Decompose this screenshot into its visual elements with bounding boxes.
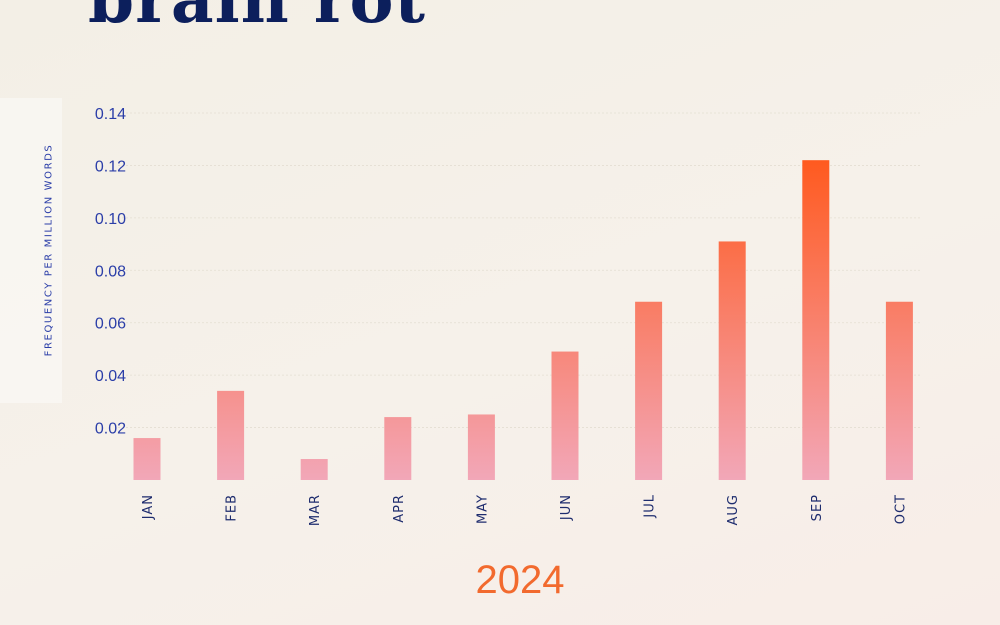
grid-lines	[118, 112, 920, 428]
bar-aug	[718, 241, 746, 480]
x-tick-label-feb: FEB	[225, 494, 240, 522]
bar-jun	[551, 351, 579, 480]
x-axis-label-year: 2024	[475, 558, 565, 602]
y-tick-label: 0.12	[95, 158, 126, 175]
bar-apr	[384, 417, 412, 480]
y-tick-label: 0.14	[95, 106, 126, 123]
x-tick-label-may: MAY	[475, 494, 490, 524]
x-tick-label-jan: JAN	[141, 494, 156, 520]
x-tick-label-jul: JUL	[643, 494, 658, 519]
x-tick-label-apr: APR	[392, 494, 407, 523]
y-tick-label: 0.04	[95, 368, 126, 385]
bar-oct	[885, 301, 913, 480]
bar-may	[467, 414, 495, 480]
x-tick-label-oct: OCT	[893, 494, 908, 524]
y-tick-label: 0.06	[95, 316, 126, 333]
page-title: brain rot	[88, 0, 426, 32]
x-tick-label-jun: JUN	[559, 494, 574, 521]
y-tick-label: 0.02	[95, 421, 126, 438]
x-tick-label-mar: MAR	[308, 494, 323, 526]
x-tick-label-sep: SEP	[810, 494, 825, 521]
bar-jul	[635, 301, 663, 480]
bar-jan	[133, 438, 161, 480]
y-tick-label: 0.10	[95, 211, 126, 228]
y-axis-ticks: 0.02 0.04 0.06 0.08 0.10 0.12 0.14	[95, 106, 126, 438]
bars	[133, 160, 913, 480]
bar-feb	[217, 390, 245, 480]
y-tick-label: 0.08	[95, 263, 126, 280]
bar-mar	[300, 459, 328, 480]
x-axis-ticks: JAN FEB MAR APR MAY JUN JUL AUG SEP OCT	[141, 494, 908, 526]
y-axis-label-panel	[0, 98, 62, 403]
bar-sep	[802, 160, 830, 480]
x-tick-label-aug: AUG	[726, 494, 741, 525]
